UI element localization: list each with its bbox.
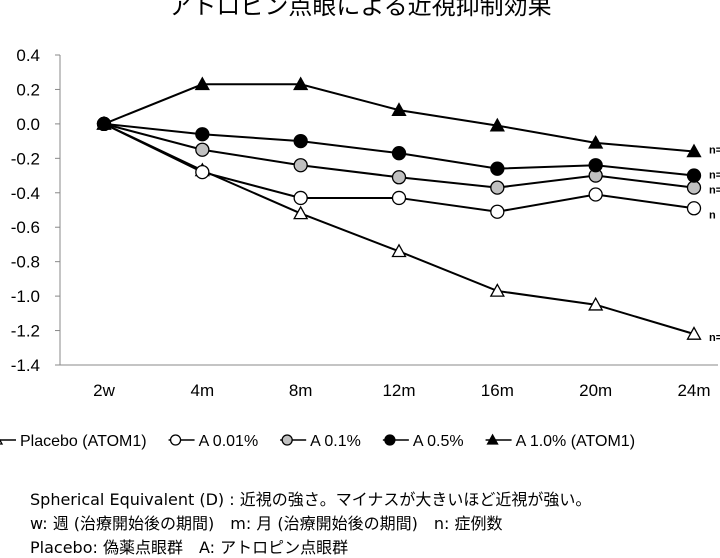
data-point bbox=[686, 143, 702, 158]
legend-marker bbox=[486, 433, 499, 445]
data-point bbox=[293, 158, 308, 173]
x-tick-label: 24m bbox=[677, 381, 710, 400]
data-point bbox=[686, 326, 702, 340]
y-tick-label: 0.2 bbox=[16, 80, 40, 99]
data-point bbox=[588, 187, 603, 202]
line-chart: 0.4 0.2 0.0 -0.2 -0.4 -0.6 -0.8 -1.0 -1.2 -1.4 2w 4… bbox=[0, 46, 720, 450]
data-point bbox=[391, 243, 407, 258]
data-point bbox=[293, 76, 309, 91]
data-point bbox=[588, 158, 603, 173]
data-point bbox=[96, 116, 112, 130]
data-point bbox=[490, 161, 505, 176]
end-label: n= bbox=[709, 185, 720, 197]
data-point bbox=[195, 142, 210, 157]
end-label: n= bbox=[709, 332, 720, 344]
y-tick-label: 0.4 bbox=[16, 46, 40, 65]
note-line-3: Placebo: 偽薬点眼群 A: アトロピン点眼群 bbox=[30, 538, 349, 557]
end-label: n= bbox=[709, 144, 720, 156]
end-label: n= bbox=[709, 170, 720, 182]
data-point bbox=[588, 134, 604, 149]
y-tick-label: -1.4 bbox=[11, 356, 40, 375]
data-point bbox=[195, 127, 210, 142]
y-tick-label: 0.0 bbox=[16, 115, 40, 134]
legend-label: Placebo (ATOM1) bbox=[20, 433, 147, 450]
y-tick-label: -0.4 bbox=[11, 184, 40, 203]
data-point bbox=[391, 146, 407, 161]
legend-label: A 0.5% bbox=[413, 433, 464, 450]
data-point bbox=[686, 201, 702, 216]
y-tick-label: -0.6 bbox=[11, 218, 40, 237]
note-line-2: w: 週 (治療開始後の期間) m: 月 (治療開始後の期間) n: 症例数 bbox=[30, 514, 503, 533]
data-point bbox=[490, 180, 505, 195]
legend-label: A 0.1% bbox=[310, 433, 361, 450]
end-label: n bbox=[709, 209, 716, 221]
data-point bbox=[588, 296, 604, 311]
legend-marker bbox=[169, 434, 182, 446]
chart-title: アトロピン点眼による近視抑制効果 bbox=[168, 0, 552, 20]
data-point bbox=[686, 168, 702, 183]
x-tick-label: 20m bbox=[579, 381, 612, 400]
legend-label: A 0.01% bbox=[199, 433, 259, 450]
legend-marker bbox=[281, 434, 293, 446]
legend-marker bbox=[384, 434, 396, 446]
data-point bbox=[686, 180, 702, 195]
data-point bbox=[293, 205, 309, 220]
data-point bbox=[195, 164, 210, 180]
data-point bbox=[489, 117, 505, 132]
x-tick-label: 8m bbox=[289, 381, 313, 400]
note-line-1: Spherical Equivalent (D) : 近視の強さ。マイナスが大き… bbox=[30, 490, 592, 509]
x-tick-label: 2w bbox=[93, 381, 115, 400]
series-line bbox=[103, 83, 695, 153]
legend-marker bbox=[0, 439, 4, 445]
y-tick-label: -1.2 bbox=[11, 322, 40, 341]
data-point bbox=[293, 133, 308, 149]
x-tick-label: 16m bbox=[481, 381, 514, 400]
data-point bbox=[489, 283, 505, 297]
data-point bbox=[293, 190, 308, 206]
y-tick-label: -0.2 bbox=[11, 149, 40, 168]
data-point bbox=[391, 102, 407, 116]
data-point bbox=[490, 204, 505, 219]
data-point bbox=[194, 76, 210, 91]
data-point bbox=[391, 170, 407, 185]
x-tick-label: 4m bbox=[191, 381, 215, 400]
x-tick-label: 12m bbox=[382, 381, 415, 400]
data-point bbox=[391, 190, 407, 206]
legend-label: A 1.0% (ATOM1) bbox=[516, 433, 635, 450]
y-tick-label: -0.8 bbox=[11, 253, 40, 272]
y-tick-label: -1.0 bbox=[11, 287, 40, 306]
